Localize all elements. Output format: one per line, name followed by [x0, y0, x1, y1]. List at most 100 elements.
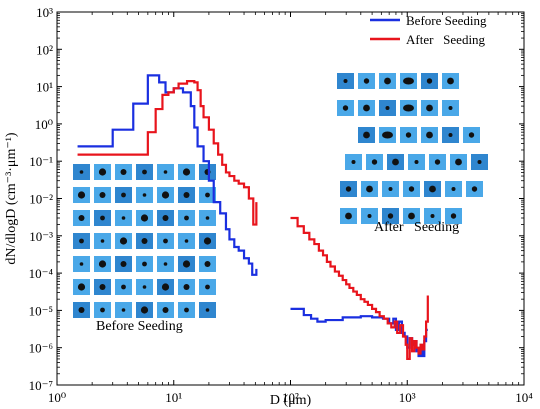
particle-dot [98, 260, 107, 268]
particle-dot [450, 213, 457, 219]
particle-dot [366, 185, 373, 193]
particle-image-tile [73, 302, 90, 318]
particle-image-tile [442, 73, 459, 89]
particle-dot [430, 214, 435, 218]
particle-image-tile [424, 181, 441, 197]
y-tick-label: 10⁰ [35, 117, 53, 132]
particle-dot [182, 168, 191, 176]
particle-dot [78, 215, 85, 221]
particle-image-tile [136, 164, 153, 180]
particle-dot [371, 159, 378, 165]
particle-dot [77, 191, 86, 199]
y-tick-label: 10⁻⁵ [29, 303, 53, 318]
x-tick-label: 10⁴ [515, 390, 533, 405]
particle-image-tile [199, 279, 216, 295]
particle-dot [385, 106, 390, 110]
particle-image-tile [115, 302, 132, 318]
particle-image-tile [73, 187, 90, 203]
particle-image-tile [178, 279, 195, 295]
y-tick-label: 10² [36, 42, 53, 57]
particle-image-tile [178, 233, 195, 249]
particle-image-tile [199, 164, 216, 180]
particle-image-tile [408, 154, 425, 170]
particle-image-tile [466, 181, 483, 197]
particle-dot [119, 237, 128, 245]
y-tick-label: 10¹ [36, 80, 53, 95]
particle-dot [120, 261, 127, 267]
y-tick-label: 10³ [36, 5, 53, 20]
particle-dot [392, 158, 399, 166]
x-tick-label: 10² [282, 390, 299, 405]
particle-dot [403, 104, 414, 112]
y-tick-label: 10⁻⁷ [29, 378, 53, 393]
particle-dot [477, 160, 482, 164]
particle-dot [79, 238, 84, 244]
particle-image-tile [366, 154, 383, 170]
particle-image-tile [178, 302, 195, 318]
particle-image-tile [403, 208, 420, 224]
particle-dot [142, 169, 147, 175]
particle-dot [78, 307, 85, 313]
y-tick-label: 10⁻⁶ [29, 341, 53, 356]
particle-image-tile [421, 73, 438, 89]
particle-image-tile [382, 181, 399, 197]
particle-dot [163, 238, 168, 244]
particle-dot [408, 212, 415, 220]
particle-image-tile [463, 127, 480, 143]
particle-image-tile [157, 164, 174, 180]
series-after-seeding [77, 80, 429, 361]
particle-image-tile [115, 256, 132, 272]
particle-image-tile [199, 256, 216, 272]
particle-image-tile [400, 127, 417, 143]
particle-image-tile [136, 187, 153, 203]
particle-image-tile [178, 164, 195, 180]
particle-dot [351, 160, 356, 164]
particle-dot [471, 186, 478, 192]
particle-image-tile [115, 279, 132, 295]
legend-label: Before Seeding [406, 13, 487, 28]
particle-dot [345, 186, 352, 192]
particle-dot [408, 186, 415, 192]
particle-image-tile [337, 100, 354, 116]
particle-dot [121, 192, 126, 198]
particle-image-tile [445, 208, 462, 224]
particle-dot [99, 192, 106, 198]
particle-dot [140, 306, 149, 314]
particle-dot [183, 284, 190, 290]
particle-image-tile [136, 233, 153, 249]
x-tick-label: 10¹ [165, 390, 182, 405]
particle-image-tile [379, 73, 396, 89]
y-tick-label: 10⁻¹ [29, 154, 53, 169]
particle-dot [184, 307, 189, 313]
particle-image-tile [136, 279, 153, 295]
particle-image-tile [73, 210, 90, 226]
particle-dot [142, 285, 147, 289]
particle-image-tile [94, 256, 111, 272]
particle-dot [405, 132, 412, 138]
y-tick-label: 10⁻² [29, 192, 53, 207]
particle-dot [79, 170, 84, 174]
particle-image-tile [421, 127, 438, 143]
particle-dot [100, 239, 105, 243]
particle-dot [77, 283, 86, 291]
particle-image-tile [442, 100, 459, 116]
particle-dot [100, 307, 105, 313]
particle-image-tile [400, 73, 417, 89]
particle-image-tile [387, 154, 404, 170]
particle-dot [204, 261, 211, 267]
particle-dot [184, 239, 189, 243]
particle-image-tile [382, 208, 399, 224]
particle-image-tile [94, 233, 111, 249]
particle-dot [121, 308, 126, 312]
particle-image-tile [403, 181, 420, 197]
particle-image-tile [157, 279, 174, 295]
series-line [290, 216, 429, 361]
particle-dot [426, 78, 433, 84]
annotation-before-seeding: Before Seeding [96, 319, 183, 334]
particle-dot [162, 307, 169, 313]
particle-image-tile [136, 210, 153, 226]
particle-image-tile [115, 164, 132, 180]
particle-image-tile [94, 187, 111, 203]
particle-dot [414, 160, 419, 164]
particle-dot [363, 78, 370, 84]
